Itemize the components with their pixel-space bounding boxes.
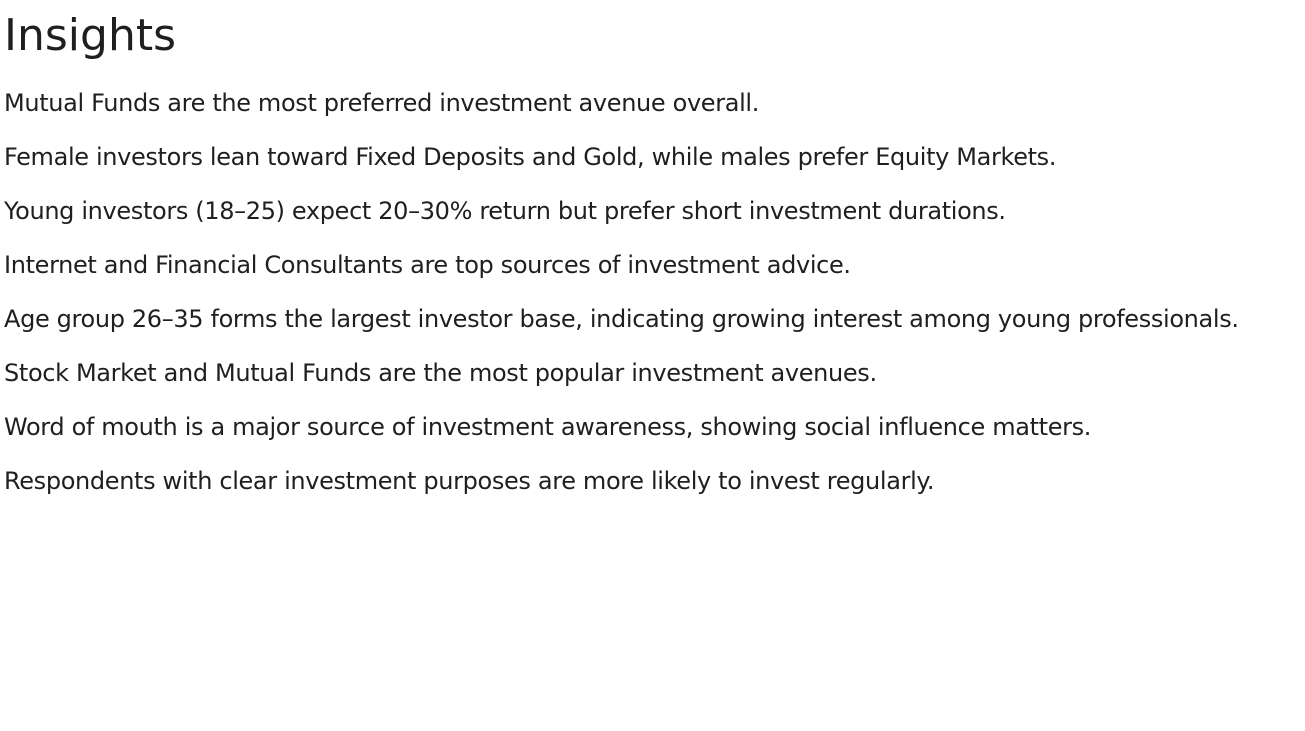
insight-item: Internet and Financial Consultants are t… [4,251,851,279]
insight-item: Respondents with clear investment purpos… [4,467,935,495]
page-title: Insights [4,10,177,61]
insight-item: Age group 26–35 forms the largest invest… [4,305,1239,333]
insight-item: Mutual Funds are the most preferred inve… [4,89,759,117]
insight-item: Word of mouth is a major source of inves… [4,413,1092,441]
insight-item: Young investors (18–25) expect 20–30% re… [4,197,1006,225]
insight-item: Stock Market and Mutual Funds are the mo… [4,359,877,387]
insight-item: Female investors lean toward Fixed Depos… [4,143,1057,171]
insights-list: Mutual Funds are the most preferred inve… [4,88,1239,520]
